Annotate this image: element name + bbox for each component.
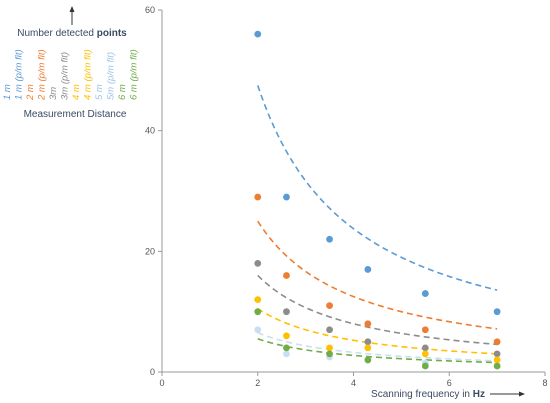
legend-entry: 1 m bbox=[2, 84, 13, 100]
x-axis-title-group: Scanning frequency in Hz bbox=[371, 389, 525, 400]
data-point bbox=[493, 308, 501, 316]
x-axis-title-main: Scanning frequency in bbox=[371, 389, 473, 400]
data-point bbox=[283, 332, 290, 340]
x-axis-title-unit: Hz bbox=[473, 389, 485, 400]
data-point bbox=[254, 326, 262, 334]
data-point bbox=[421, 350, 429, 358]
legend-title: Measurement Distance bbox=[24, 109, 127, 120]
data-point bbox=[364, 344, 372, 352]
y-axis-title-main: Number detected bbox=[17, 28, 97, 39]
data-point bbox=[254, 30, 262, 38]
data-point bbox=[421, 362, 429, 370]
x-axis-title: Scanning frequency in Hz bbox=[371, 389, 485, 400]
y-tick-labels: 0 20 40 60 bbox=[145, 5, 162, 377]
data-point bbox=[493, 356, 501, 364]
y-tick-label: 40 bbox=[145, 126, 155, 136]
y-tick-label: 60 bbox=[145, 5, 155, 15]
y-axis-title-group: Number detected points bbox=[17, 6, 127, 39]
y-tick-label: 20 bbox=[145, 246, 155, 256]
data-point bbox=[283, 350, 290, 358]
legend-entry: 2 m bbox=[25, 84, 36, 101]
data-point bbox=[326, 350, 333, 358]
data-point bbox=[254, 308, 262, 316]
y-axis-title-unit: points bbox=[97, 28, 127, 39]
data-point bbox=[364, 266, 372, 273]
legend-entry: 1 m (p/m fit) bbox=[14, 49, 25, 100]
legend-entry: 2 m (p/m fit) bbox=[37, 49, 48, 101]
data-point bbox=[493, 362, 501, 370]
legend-entry: 5m (p/m fit) bbox=[106, 52, 117, 100]
data-point bbox=[254, 296, 262, 303]
data-point bbox=[364, 320, 372, 328]
legend-entry: 4 m bbox=[71, 84, 82, 100]
data-point bbox=[421, 326, 429, 334]
data-point bbox=[326, 235, 333, 243]
fit-curve bbox=[257, 338, 498, 364]
x-tick-label: 0 bbox=[159, 378, 164, 388]
x-axis-arrowhead bbox=[519, 391, 525, 397]
fit-curve bbox=[257, 274, 498, 346]
data-point bbox=[364, 338, 372, 346]
data-point bbox=[283, 344, 290, 352]
fit-curve bbox=[257, 332, 498, 362]
x-tick-label: 2 bbox=[255, 378, 260, 388]
legend-entry: 4 m (p/m fit) bbox=[83, 49, 94, 100]
legend-entry: 6 m bbox=[117, 84, 128, 100]
data-point bbox=[364, 356, 372, 364]
data-point bbox=[283, 308, 290, 316]
legend-entry: 3m (p/m fit) bbox=[60, 52, 71, 100]
legend-entry: 6 m (p/m fit) bbox=[129, 49, 140, 100]
y-axis-title: Number detected points bbox=[17, 28, 127, 39]
fit-curve bbox=[257, 307, 498, 355]
x-tick-label: 6 bbox=[447, 378, 452, 388]
x-tick-label: 8 bbox=[542, 378, 547, 388]
axes bbox=[161, 10, 545, 373]
legend-entry: 3m bbox=[48, 87, 59, 100]
x-tick-labels: 0 2 4 6 8 bbox=[159, 372, 548, 388]
data-point bbox=[254, 260, 262, 267]
data-point bbox=[326, 344, 333, 352]
legend-entry: 5 m bbox=[94, 84, 105, 100]
data-points bbox=[254, 30, 501, 370]
data-point bbox=[493, 350, 501, 358]
data-point bbox=[254, 193, 262, 201]
data-point bbox=[421, 290, 429, 297]
data-point bbox=[326, 326, 333, 334]
data-point bbox=[326, 302, 333, 310]
y-tick-label: 0 bbox=[150, 367, 155, 377]
data-point bbox=[493, 338, 501, 346]
fit-curve bbox=[257, 220, 498, 330]
fit-curves bbox=[256, 85, 498, 364]
x-tick-label: 4 bbox=[351, 378, 356, 388]
y-axis-arrowhead bbox=[69, 6, 75, 12]
data-point bbox=[283, 272, 290, 279]
data-point bbox=[421, 344, 429, 352]
data-point bbox=[283, 193, 290, 201]
fit-curve bbox=[256, 85, 498, 291]
